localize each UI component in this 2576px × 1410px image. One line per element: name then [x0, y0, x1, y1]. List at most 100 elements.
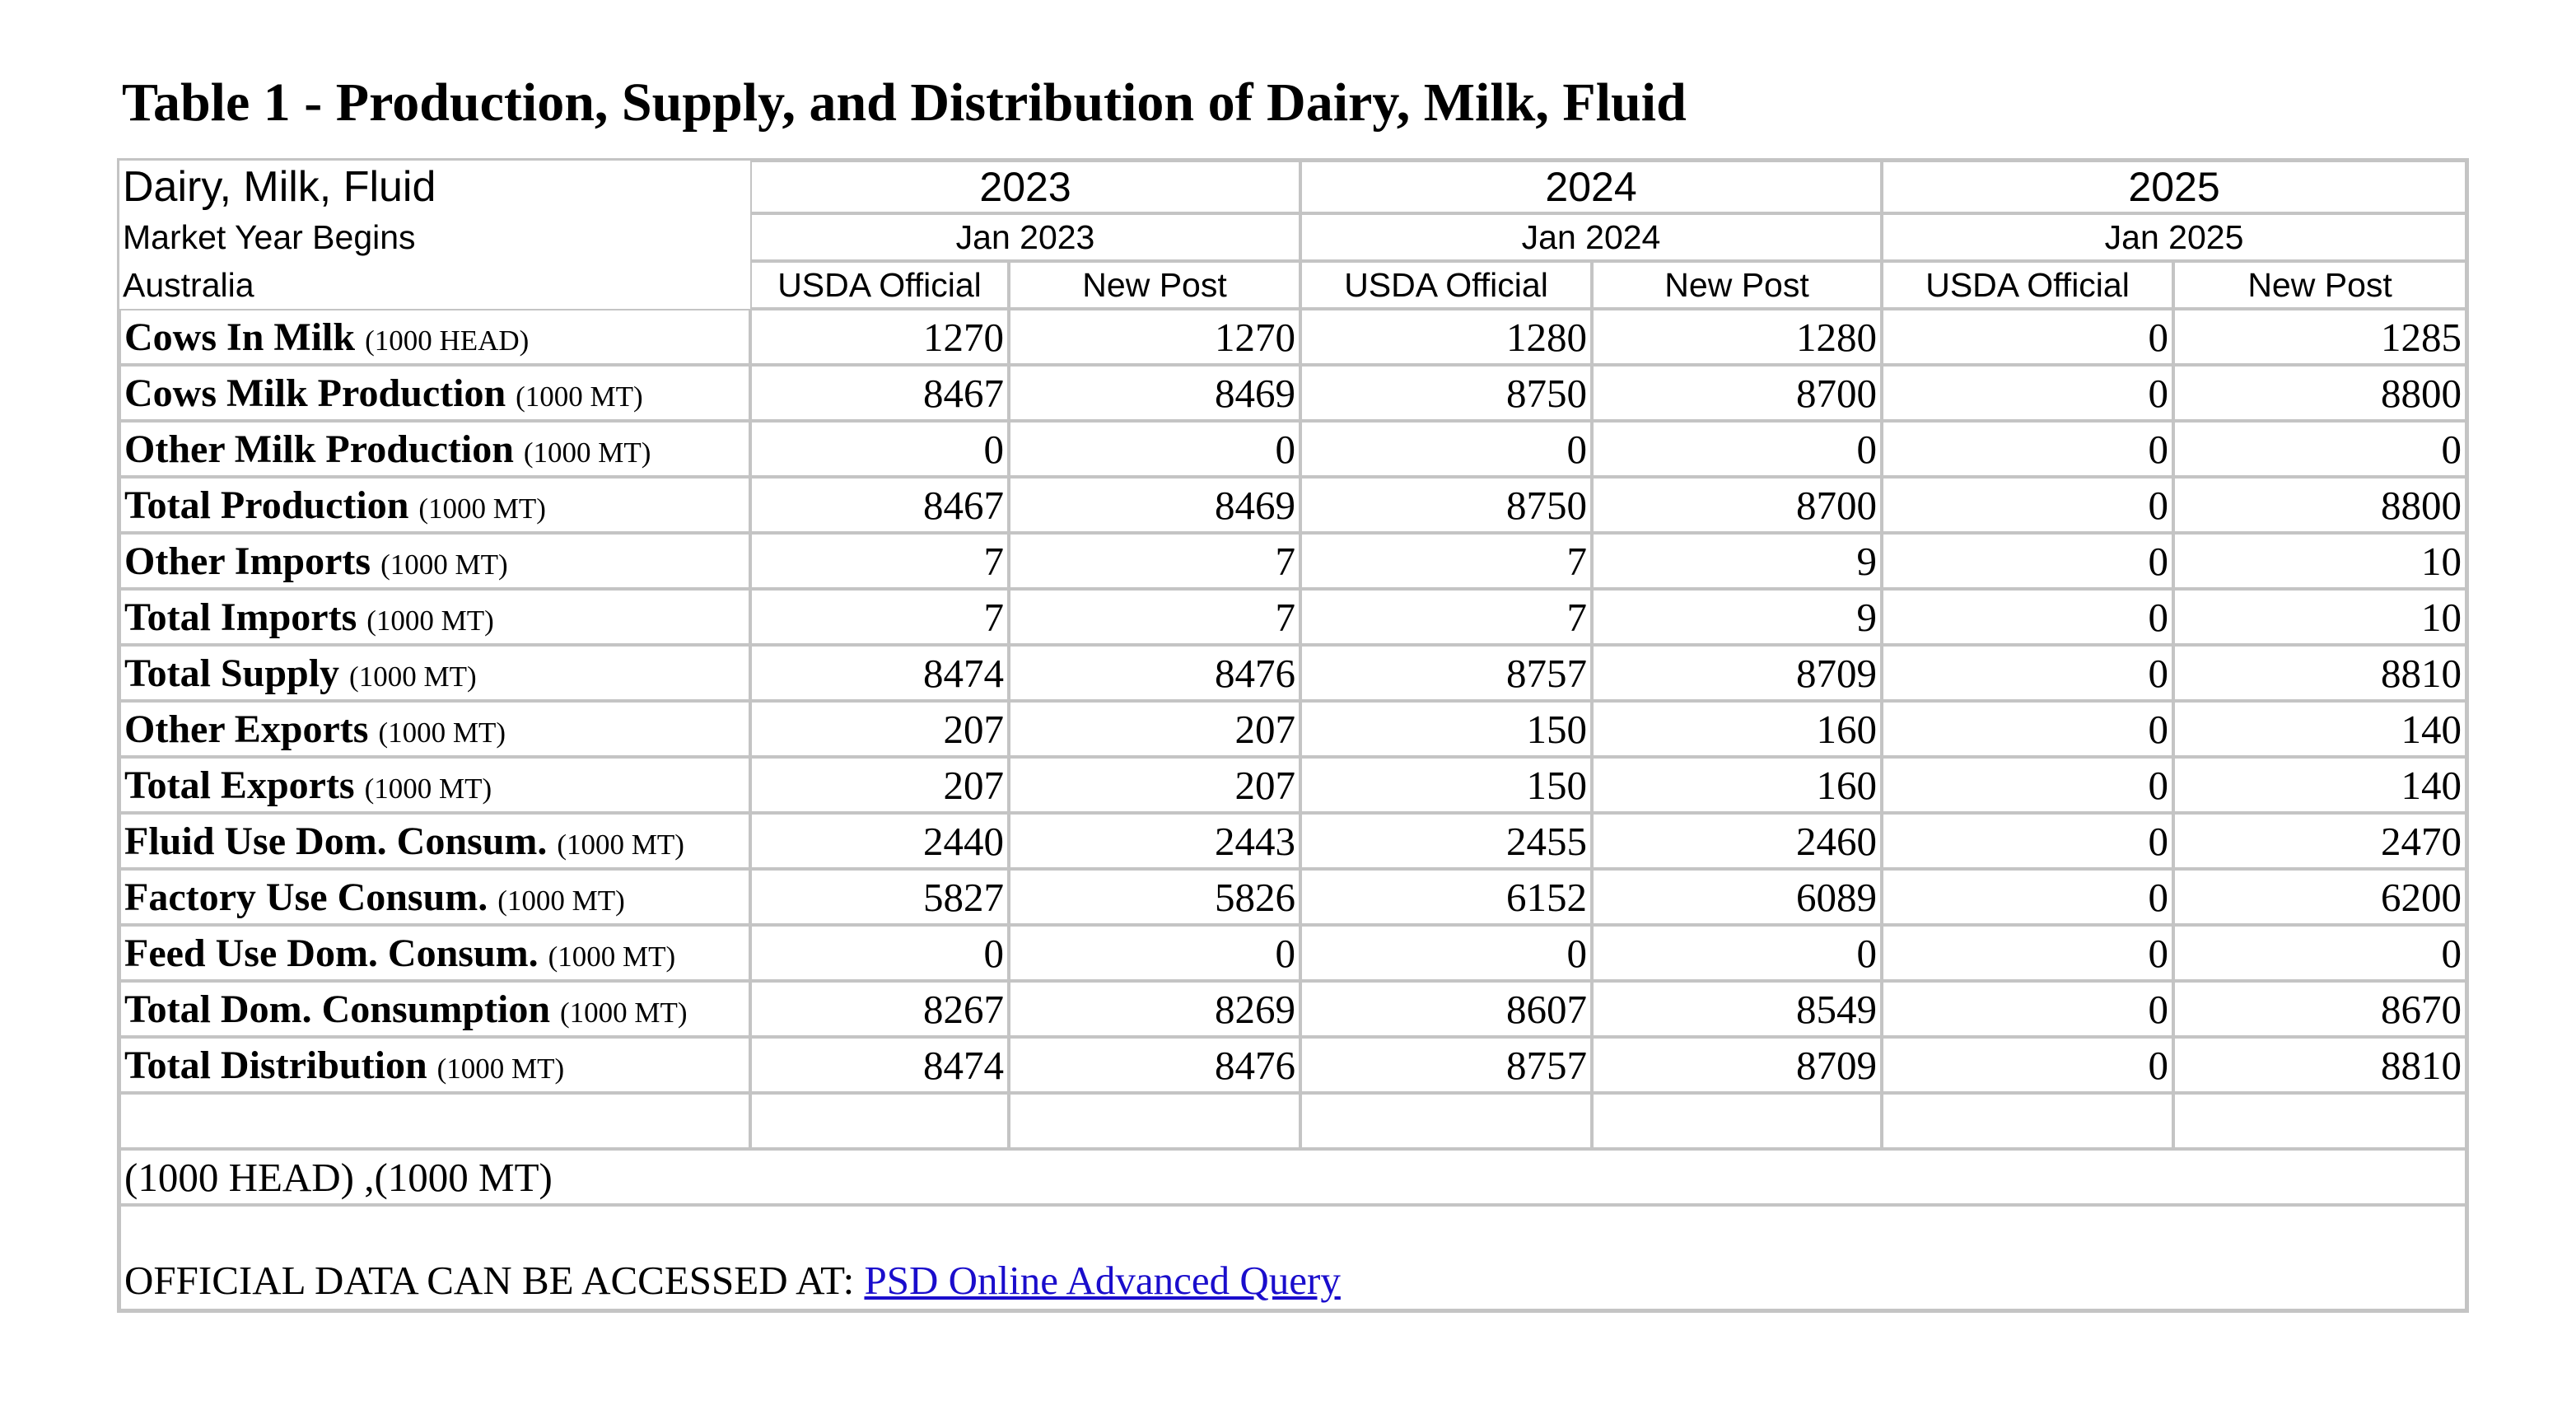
value: 207 — [750, 757, 1009, 813]
data-row: Fluid Use Dom. Consum. (1000 MT) 2440 2443… — [119, 813, 2467, 869]
value: 8757 — [1300, 1037, 1593, 1093]
value: 8810 — [2173, 645, 2467, 701]
value: 0 — [1882, 1037, 2174, 1093]
data-row: Total Dom. Consumption (1000 MT) 8267 8269… — [119, 981, 2467, 1037]
row-label: Total Distribution (1000 MT) — [119, 1037, 750, 1093]
value: 8670 — [2173, 981, 2467, 1037]
unit: (1000 MT) — [548, 940, 676, 973]
row-label: Total Imports (1000 MT) — [119, 589, 750, 645]
value: 0 — [1882, 701, 2174, 757]
title: Table 1 - Production, Supply, and Distri… — [122, 72, 1687, 133]
value: 0 — [1882, 477, 2174, 533]
data-row: Other Imports (1000 MT) 7 7 7 9 0 10 — [119, 533, 2467, 589]
data-row: Total Production (1000 MT) 8467 8469 8750 87… — [119, 477, 2467, 533]
year: 2025 — [1882, 161, 2467, 213]
value: 7 — [1300, 589, 1593, 645]
value: 0 — [1592, 925, 1883, 981]
attribute: Factory Use Consum. — [124, 875, 488, 919]
attribute: Other Imports — [124, 539, 371, 583]
note-row: (1000 HEAD) ,(1000 MT) — [119, 1149, 2467, 1205]
value: 8607 — [1300, 981, 1593, 1037]
unit: (1000 MT) — [366, 604, 494, 637]
value: 8549 — [1592, 981, 1883, 1037]
year-begins: Jan 2023 — [750, 213, 1301, 261]
value: 150 — [1300, 757, 1593, 813]
psd-table: Dairy, Milk, Fluid 2023 2024 2025 Market Yea… — [117, 158, 2470, 1313]
value: 150 — [1300, 701, 1593, 757]
data-row: Total Exports (1000 MT) 207 207 150 160 0 140 — [119, 757, 2467, 813]
blank-cell — [1882, 1093, 2174, 1149]
value: 8709 — [1592, 1037, 1883, 1093]
value: 0 — [1009, 421, 1301, 477]
row-label: Cows Milk Production (1000 MT) — [119, 365, 750, 421]
data-row: Factory Use Consum. (1000 MT) 5827 5826 615… — [119, 869, 2467, 925]
value: 0 — [1009, 925, 1301, 981]
value: 7 — [750, 589, 1009, 645]
header-row: Dairy, Milk, Fluid 2023 2024 2025 — [119, 161, 2467, 213]
value: 8467 — [750, 477, 1009, 533]
value: 207 — [1009, 701, 1301, 757]
source: New Post — [2173, 261, 2467, 309]
row-label: Factory Use Consum. (1000 MT) — [119, 869, 750, 925]
value: 2440 — [750, 813, 1009, 869]
value: 140 — [2173, 701, 2467, 757]
value: 0 — [1882, 365, 2174, 421]
value: 8750 — [1300, 477, 1593, 533]
data-row: Cows In Milk (1000 HEAD) 1270 1270 1280 1280… — [119, 309, 2467, 365]
row-label: Other Imports (1000 MT) — [119, 533, 750, 589]
attribute: Feed Use Dom. Consum. — [124, 931, 539, 975]
value: 0 — [1300, 421, 1593, 477]
row-label: Feed Use Dom. Consum. (1000 MT) — [119, 925, 750, 981]
value: 2470 — [2173, 813, 2467, 869]
corner-label: Market Year Begins — [123, 217, 416, 256]
units-note: (1000 HEAD) ,(1000 MT) — [119, 1149, 2467, 1205]
source: New Post — [1009, 261, 1301, 309]
value: 8267 — [750, 981, 1009, 1037]
row-label: Total Exports (1000 MT) — [119, 757, 750, 813]
value: 0 — [1882, 421, 2174, 477]
value: 160 — [1592, 701, 1883, 757]
unit: (1000 MT) — [436, 1052, 565, 1085]
value: 8810 — [2173, 1037, 2467, 1093]
unit: (1000 MT) — [364, 772, 492, 805]
attribute: Cows In Milk — [124, 315, 356, 359]
value: 10 — [2173, 533, 2467, 589]
value: 8700 — [1592, 477, 1883, 533]
header-row: Australia USDA Official New Post USDA Offic… — [119, 261, 2467, 309]
blank-cell — [1300, 1093, 1593, 1149]
row-label: Other Exports (1000 MT) — [119, 701, 750, 757]
year: 2023 — [750, 161, 1301, 213]
attribute: Total Supply — [124, 651, 340, 695]
value: 5826 — [1009, 869, 1301, 925]
source: USDA Official — [750, 261, 1009, 309]
value: 6089 — [1592, 869, 1883, 925]
data-row: Total Supply (1000 MT) 8474 8476 8757 8709 0 8… — [119, 645, 2467, 701]
value: 8474 — [750, 1037, 1009, 1093]
attribute: Fluid Use Dom. Consum. — [124, 819, 548, 863]
attribute: Total Dom. Consumption — [124, 987, 551, 1031]
data-row: Feed Use Dom. Consum. (1000 MT) 0 0 0 0 0 0 — [119, 925, 2467, 981]
value: 0 — [1882, 309, 2174, 365]
value: 160 — [1592, 757, 1883, 813]
value: 0 — [2173, 421, 2467, 477]
value: 2455 — [1300, 813, 1593, 869]
value: 8269 — [1009, 981, 1301, 1037]
year: 2024 — [1300, 161, 1883, 213]
unit: (1000 MT) — [557, 828, 684, 861]
row-label: Fluid Use Dom. Consum. (1000 MT) — [119, 813, 750, 869]
blank-cell — [1009, 1093, 1301, 1149]
corner-label: Dairy, Milk, Fluid — [123, 163, 436, 211]
value: 2443 — [1009, 813, 1301, 869]
unit: (1000 MT) — [523, 436, 651, 469]
value: 140 — [2173, 757, 2467, 813]
value: 8800 — [2173, 365, 2467, 421]
access-cell: OFFICIAL DATA CAN BE ACCESSED AT: PSD On… — [119, 1205, 2467, 1310]
value: 9 — [1592, 533, 1883, 589]
unit: (1000 MT) — [497, 884, 625, 917]
year-begins: Jan 2025 — [1882, 213, 2467, 261]
blank-cell — [2173, 1093, 2467, 1149]
value: 8467 — [750, 365, 1009, 421]
access-link[interactable]: PSD Online Advanced Query — [864, 1258, 1341, 1303]
value: 8476 — [1009, 1037, 1301, 1093]
value: 1280 — [1592, 309, 1883, 365]
